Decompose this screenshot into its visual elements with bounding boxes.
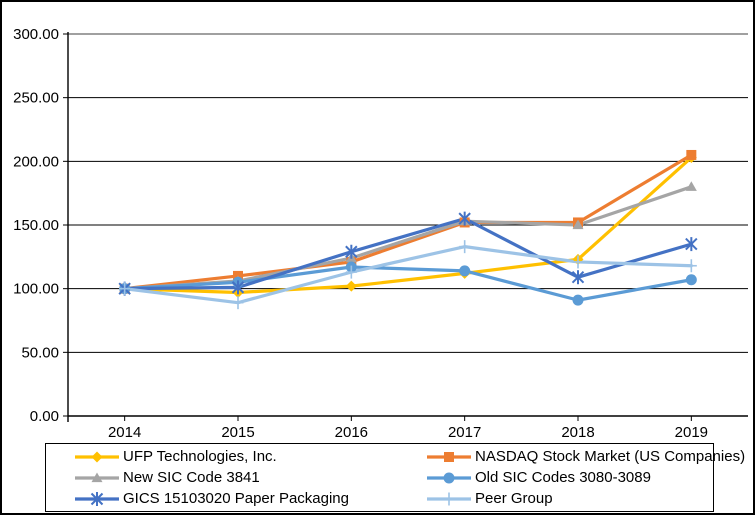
legend-item: Peer Group	[426, 488, 745, 509]
legend-marker-diamond	[91, 451, 103, 462]
legend-marker-icon	[427, 451, 471, 462]
x-axis-label: 2016	[335, 424, 368, 441]
legend-marker-icon	[75, 472, 119, 482]
y-axis-label: 250.00	[13, 90, 59, 107]
x-axis-label: 2017	[448, 424, 481, 441]
x-axis-label: 2019	[675, 424, 708, 441]
legend-label: Old SIC Codes 3080-3089	[475, 469, 651, 486]
legend-item: UFP Technologies, Inc.	[74, 446, 426, 467]
legend-item: GICS 15103020 Paper Packaging	[74, 488, 426, 509]
y-axis-label: 150.00	[13, 217, 59, 234]
x-axis-label: 2014	[108, 424, 141, 441]
legend-label: New SIC Code 3841	[123, 469, 260, 486]
legend-item: NASDAQ Stock Market (US Companies)	[426, 446, 745, 467]
legend-marker-square	[444, 451, 454, 462]
legend-marker-triangle	[91, 472, 103, 482]
legend-label: UFP Technologies, Inc.	[123, 448, 277, 465]
series-line	[123, 245, 693, 305]
chart-legend: UFP Technologies, Inc. NASDAQ Stock Marke…	[45, 443, 745, 512]
series-line	[123, 217, 693, 291]
legend-marker-icon	[75, 491, 119, 506]
x-axis-label: 2015	[221, 424, 254, 441]
y-axis-label: 50.00	[21, 344, 59, 361]
marker-square	[686, 149, 697, 160]
marker-circle	[572, 294, 584, 306]
y-axis-label: 0.00	[30, 408, 59, 425]
legend-marker-circle	[443, 472, 455, 483]
x-axis-label: 2018	[561, 424, 594, 441]
legend-item: New SIC Code 3841	[74, 467, 426, 488]
y-axis-label: 300.00	[13, 26, 59, 43]
y-axis-label: 200.00	[13, 153, 59, 170]
series-line	[123, 153, 693, 291]
series-line	[123, 265, 693, 302]
legend-marker-icon	[427, 492, 471, 505]
legend-item: Old SIC Codes 3080-3089	[426, 467, 745, 488]
legend-marker-icon	[427, 472, 471, 483]
y-axis-label: 100.00	[13, 281, 59, 298]
series-line	[123, 155, 693, 295]
legend-label: Peer Group	[475, 490, 553, 507]
legend-label: NASDAQ Stock Market (US Companies)	[475, 448, 746, 465]
legend-marker-icon	[75, 451, 119, 462]
marker-triangle	[685, 181, 697, 191]
series-line	[123, 185, 693, 291]
legend-label: GICS 15103020 Paper Packaging	[123, 490, 349, 507]
marker-triangle	[572, 219, 584, 230]
marker-circle	[685, 274, 697, 286]
marker-diamond	[345, 280, 357, 292]
marker-circle	[459, 265, 471, 277]
